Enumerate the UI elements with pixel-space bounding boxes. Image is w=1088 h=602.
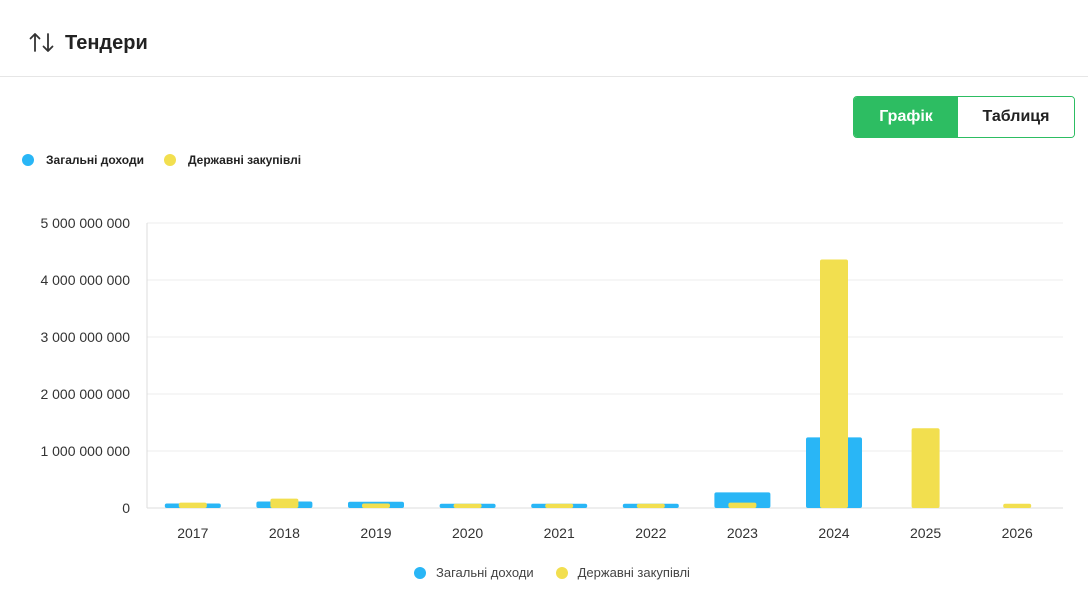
bar-procurement	[270, 498, 299, 508]
y-tick-label: 1 000 000 000	[40, 443, 130, 459]
legend-item-income[interactable]: Загальні доходи	[22, 153, 144, 167]
x-tick-label: 2018	[269, 525, 300, 541]
y-tick-label: 2 000 000 000	[40, 386, 130, 402]
legend-bottom-label-income: Загальні доходи	[436, 565, 534, 580]
legend-bottom-dot-income	[414, 566, 426, 579]
legend-item-procurement[interactable]: Державні закупівлі	[163, 153, 302, 167]
legend-label-procurement: Державні закупівлі	[187, 153, 302, 167]
y-tick-label: 0	[122, 500, 130, 516]
legend-bottom-dot-procurement	[555, 566, 568, 579]
bar-procurement	[820, 259, 848, 508]
page-title: Тендери	[65, 32, 148, 54]
bar-procurement	[178, 502, 207, 508]
table-view-button[interactable]: Таблиця	[958, 97, 1074, 137]
x-tick-label: 2025	[910, 525, 941, 541]
bar-procurement	[362, 503, 390, 508]
x-tick-label: 2026	[1002, 525, 1033, 541]
chart-legend-top: Загальні доходи Державні закупівлі	[22, 153, 321, 167]
legend-dot-income	[22, 154, 34, 166]
y-tick-label: 4 000 000 000	[40, 272, 130, 288]
bar-procurement	[545, 503, 574, 508]
bar-procurement	[728, 502, 757, 508]
bar-procurement	[911, 428, 940, 508]
x-tick-label: 2019	[360, 525, 391, 541]
sort-arrows-icon	[29, 33, 54, 52]
view-toggle: Графік Таблиця	[853, 96, 1075, 138]
chart-legend-bottom: Загальні доходи Державні закупівлі	[414, 565, 712, 580]
x-tick-label: 2021	[544, 525, 575, 541]
x-tick-label: 2024	[818, 525, 849, 541]
x-tick-label: 2022	[635, 525, 666, 541]
x-tick-label: 2020	[452, 525, 483, 541]
legend-dot-procurement	[163, 154, 176, 166]
x-tick-label: 2017	[177, 525, 208, 541]
bar-procurement	[636, 503, 665, 508]
chart-view-button[interactable]: Графік	[854, 97, 958, 137]
legend-bottom-label-procurement: Державні закупівлі	[577, 565, 690, 580]
legend-bottom-item-income[interactable]: Загальні доходи	[414, 565, 534, 580]
y-tick-label: 3 000 000 000	[40, 329, 130, 345]
legend-bottom-item-procurement[interactable]: Державні закупівлі	[555, 565, 690, 580]
legend-label-income: Загальні доходи	[46, 153, 144, 167]
y-tick-label: 5 000 000 000	[40, 215, 130, 231]
section-header: Тендери	[0, 0, 1088, 77]
x-tick-label: 2023	[727, 525, 758, 541]
bar-procurement	[1003, 503, 1032, 508]
bar-procurement	[453, 503, 482, 508]
bar-income	[714, 492, 771, 508]
